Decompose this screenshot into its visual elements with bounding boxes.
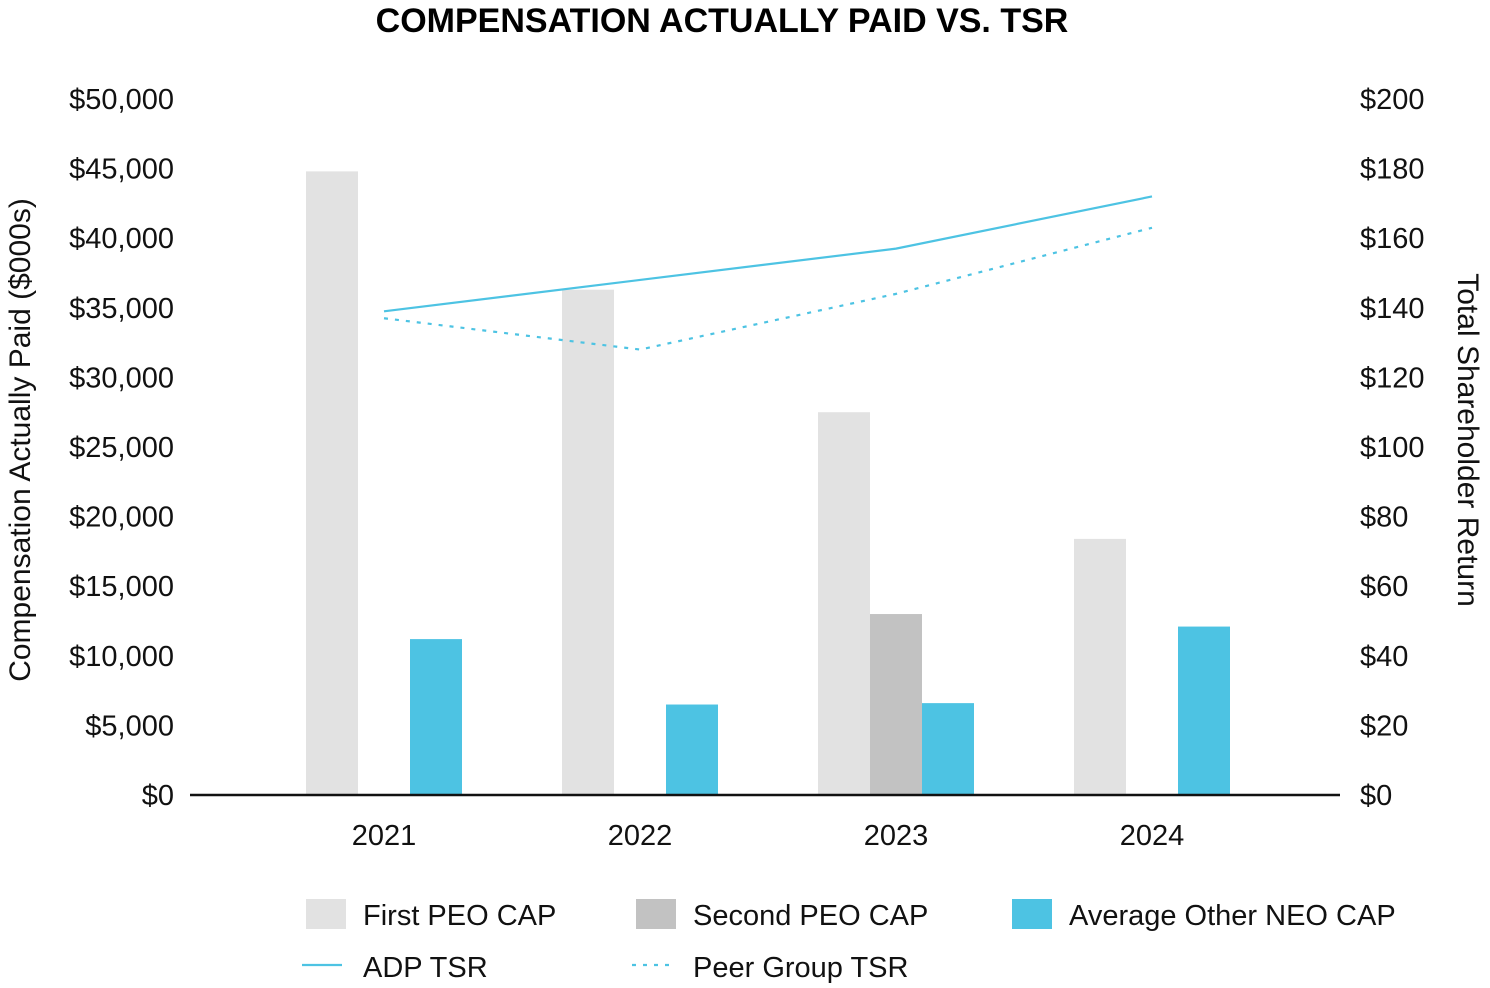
- y2-tick-label: $40: [1360, 641, 1408, 673]
- bar: [870, 614, 922, 795]
- y-tick-label: $35,000: [69, 293, 174, 325]
- bar: [666, 704, 718, 795]
- tsr-lines: [383, 195, 1153, 351]
- y-tick-label: $25,000: [69, 432, 174, 464]
- bar: [1178, 626, 1230, 795]
- y2-tick-label: $140: [1360, 293, 1425, 325]
- legend-label: Second PEO CAP: [693, 900, 928, 932]
- bar: [562, 289, 614, 795]
- y-tick-label: $50,000: [69, 84, 174, 116]
- y2-tick-label: $160: [1360, 223, 1425, 255]
- axes: $0 $5,000 $10,000 $15,000 $20,000 $25,000 $30,…: [69, 84, 1424, 852]
- chart-title: COMPENSATION ACTUALLY PAID VS. TSR: [376, 2, 1069, 40]
- legend-label: Peer Group TSR: [693, 952, 908, 984]
- y-tick-label: $0: [142, 780, 174, 812]
- y2-axis-label: Total Shareholder Return: [1451, 273, 1484, 607]
- bar: [410, 639, 462, 795]
- y-tick-label: $20,000: [69, 502, 174, 534]
- y-tick-label: $15,000: [69, 571, 174, 603]
- y-axis-label: Compensation Actually Paid ($000s): [4, 198, 37, 682]
- x-tick-label: 2022: [608, 820, 673, 852]
- x-tick-label: 2021: [352, 820, 417, 852]
- adp-tsr-line: [383, 195, 1153, 313]
- legend-swatch: [306, 899, 346, 929]
- y2-tick-label: $180: [1360, 154, 1425, 186]
- legend: First PEO CAP Second PEO CAP Average Other…: [302, 899, 1396, 984]
- y-tick-label: $30,000: [69, 362, 174, 394]
- legend-label: Average Other NEO CAP: [1069, 900, 1396, 932]
- y2-tick-label: $80: [1360, 502, 1408, 534]
- y-tick-label: $40,000: [69, 223, 174, 255]
- legend-swatch: [1012, 899, 1052, 929]
- peer-group-tsr-line: [383, 226, 1153, 351]
- y-tick-label: $10,000: [69, 641, 174, 673]
- y2-tick-label: $0: [1360, 780, 1392, 812]
- x-tick-label: 2024: [1120, 820, 1185, 852]
- bar: [818, 412, 870, 795]
- legend-label: First PEO CAP: [363, 900, 556, 932]
- y2-tick-label: $60: [1360, 571, 1408, 603]
- y2-tick-label: $20: [1360, 710, 1408, 742]
- y2-tick-label: $120: [1360, 362, 1425, 394]
- legend-label: ADP TSR: [363, 952, 488, 984]
- bars: [306, 171, 1230, 795]
- bar: [306, 171, 358, 795]
- y-tick-label: $5,000: [85, 710, 174, 742]
- y2-tick-label: $100: [1360, 432, 1425, 464]
- x-tick-label: 2023: [864, 820, 929, 852]
- legend-swatch: [636, 899, 676, 929]
- y2-tick-label: $200: [1360, 84, 1425, 116]
- bar: [1074, 538, 1126, 795]
- y-tick-label: $45,000: [69, 154, 174, 186]
- bar: [922, 703, 974, 795]
